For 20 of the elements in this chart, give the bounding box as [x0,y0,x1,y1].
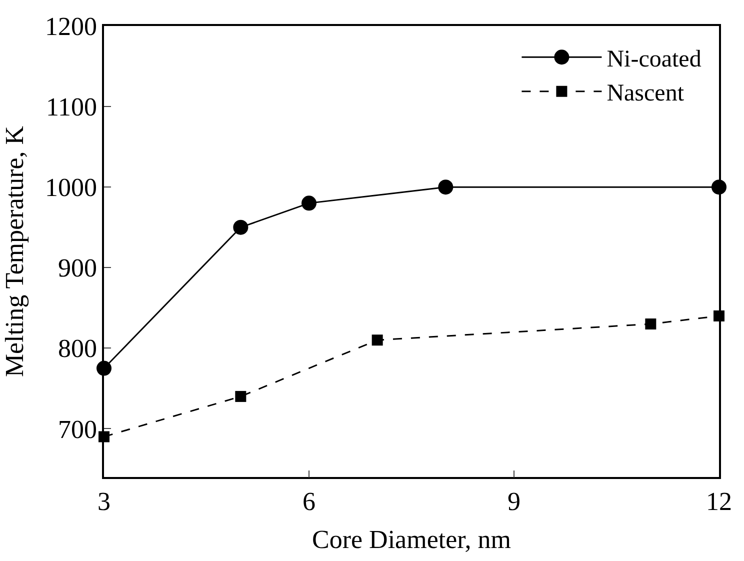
y-tick-label: 1200 [45,12,98,42]
legend-label: Nascent [606,80,684,107]
y-axis-title: Melting Temperature, K [0,126,29,378]
point [645,318,656,330]
x-tick-label: 9 [508,486,520,516]
point [438,180,454,195]
point [235,390,246,402]
x-tick-label: 3 [98,486,110,516]
y-tick-label: 900 [58,254,98,283]
x-tick-label: 12 [706,486,732,516]
y-tick-label: 1100 [46,92,98,122]
point [372,334,383,346]
y-tick-label: 700 [58,414,98,444]
x-tick-label: 6 [302,486,316,516]
point [302,196,316,211]
legend-label: Ni-coated [606,46,702,72]
point [233,220,248,235]
y-tick-label: 1000 [45,173,98,202]
y-tick-label: 800 [58,334,98,364]
x-axis-title: Core Diameter, nm [312,525,511,554]
